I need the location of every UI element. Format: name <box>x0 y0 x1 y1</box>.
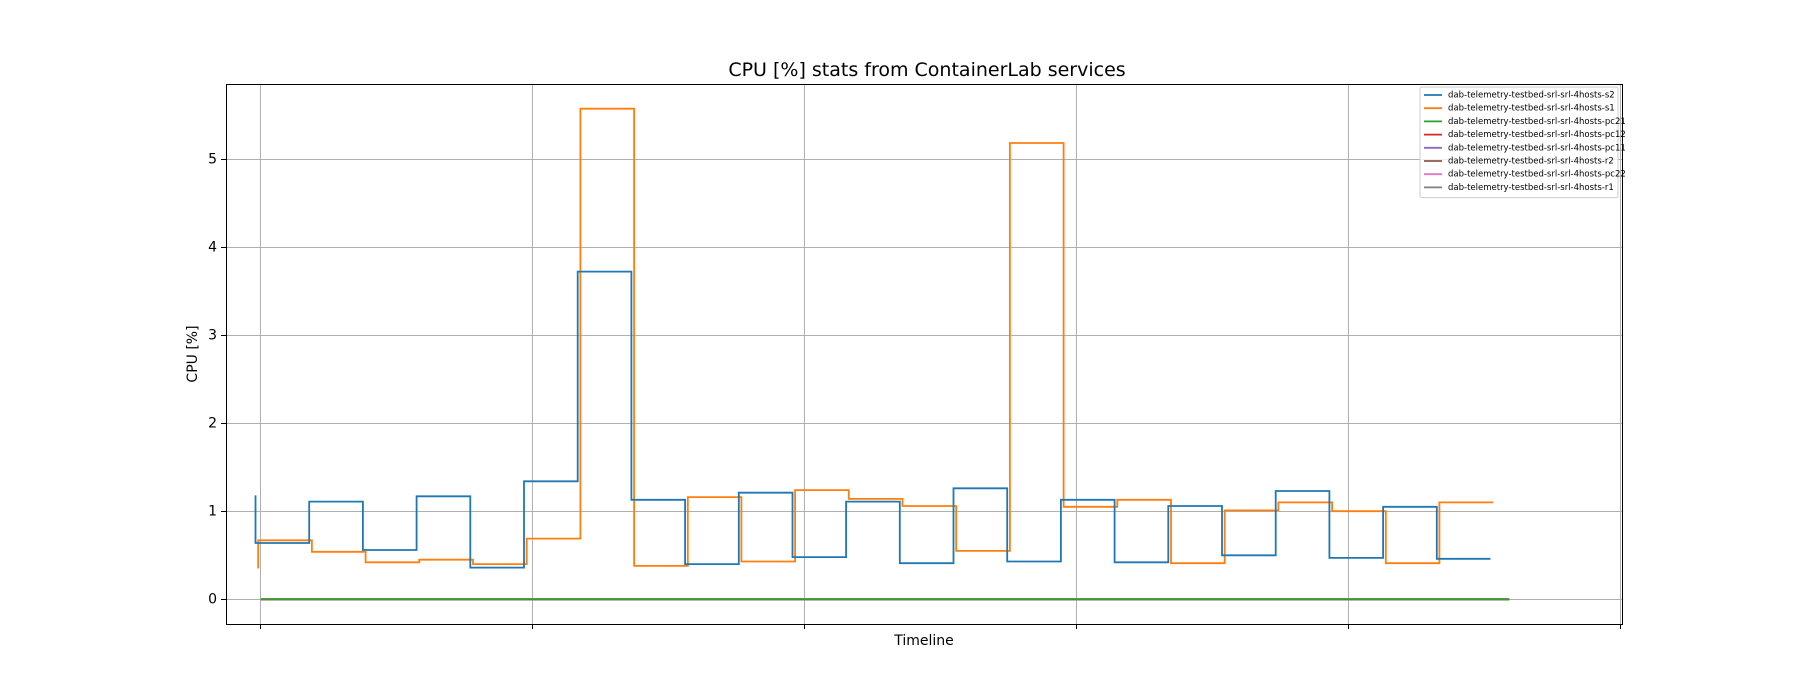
y-tick-label: 4 <box>208 240 217 256</box>
legend-entry: dab-telemetry-testbed-srl-srl-4hosts-pc2… <box>1448 117 1626 127</box>
legend: dab-telemetry-testbed-srl-srl-4hosts-s2 d… <box>1419 86 1626 199</box>
series-line <box>254 270 1491 569</box>
series-lines <box>254 107 1510 601</box>
y-tick-label: 5 <box>208 152 217 168</box>
chart-title: CPU [%] stats from ContainerLab services <box>728 59 1125 81</box>
plot-frame <box>226 84 1623 625</box>
y-tick-label: 1 <box>208 504 217 520</box>
legend-entry: dab-telemetry-testbed-srl-srl-4hosts-r1 <box>1448 183 1614 193</box>
y-axis: 0 1 2 3 4 5 <box>208 152 1621 629</box>
legend-entry: dab-telemetry-testbed-srl-srl-4hosts-pc1… <box>1448 130 1626 140</box>
x-axis-label: Timeline <box>893 633 954 649</box>
legend-entry: dab-telemetry-testbed-srl-srl-4hosts-s1 <box>1448 104 1615 114</box>
grid <box>226 84 1622 624</box>
y-tick-label: 3 <box>208 328 217 344</box>
legend-entry: dab-telemetry-testbed-srl-srl-4hosts-r2 <box>1448 157 1614 167</box>
legend-entry: dab-telemetry-testbed-srl-srl-4hosts-pc1… <box>1448 143 1626 153</box>
y-tick-label: 2 <box>208 416 217 432</box>
legend-box <box>1419 86 1619 199</box>
y-axis-label: CPU [%] <box>185 325 201 382</box>
legend-entry: dab-telemetry-testbed-srl-srl-4hosts-pc2… <box>1448 170 1626 180</box>
y-tick-label: 0 <box>208 592 217 608</box>
series-line <box>257 107 1494 569</box>
legend-entry: dab-telemetry-testbed-srl-srl-4hosts-s2 <box>1448 91 1615 101</box>
